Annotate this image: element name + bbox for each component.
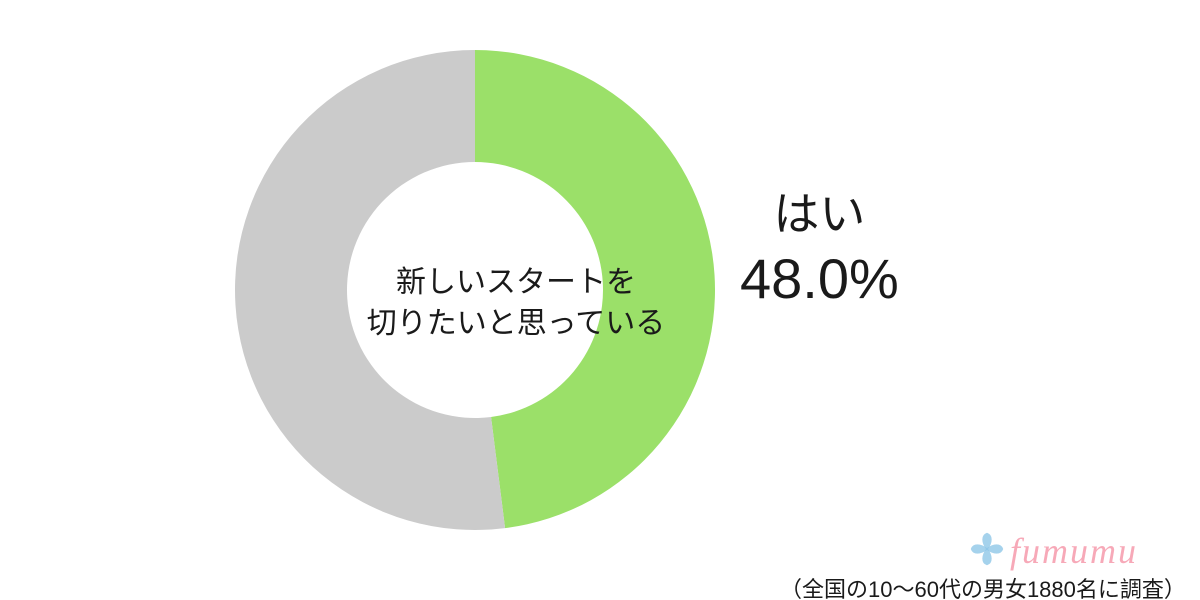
brand-logo: fumumu bbox=[970, 530, 1138, 572]
answer-value: 48.0% bbox=[740, 246, 899, 311]
flower-icon bbox=[970, 532, 1004, 571]
center-question-line2: 切りたいと思っている bbox=[306, 304, 726, 345]
answer-block: はい 48.0% bbox=[740, 178, 899, 311]
center-question-line1: 新しいスタートを bbox=[306, 263, 726, 304]
brand-text: fumumu bbox=[1010, 530, 1138, 572]
center-question-label: 新しいスタートを 切りたいと思っている bbox=[306, 263, 726, 344]
chart-canvas: 新しいスタートを 切りたいと思っている はい 48.0% fumumu （全国の… bbox=[0, 0, 1200, 600]
answer-label: はい bbox=[740, 178, 899, 244]
survey-footnote: （全国の10〜60代の男女1880名に調査） bbox=[780, 572, 1186, 600]
